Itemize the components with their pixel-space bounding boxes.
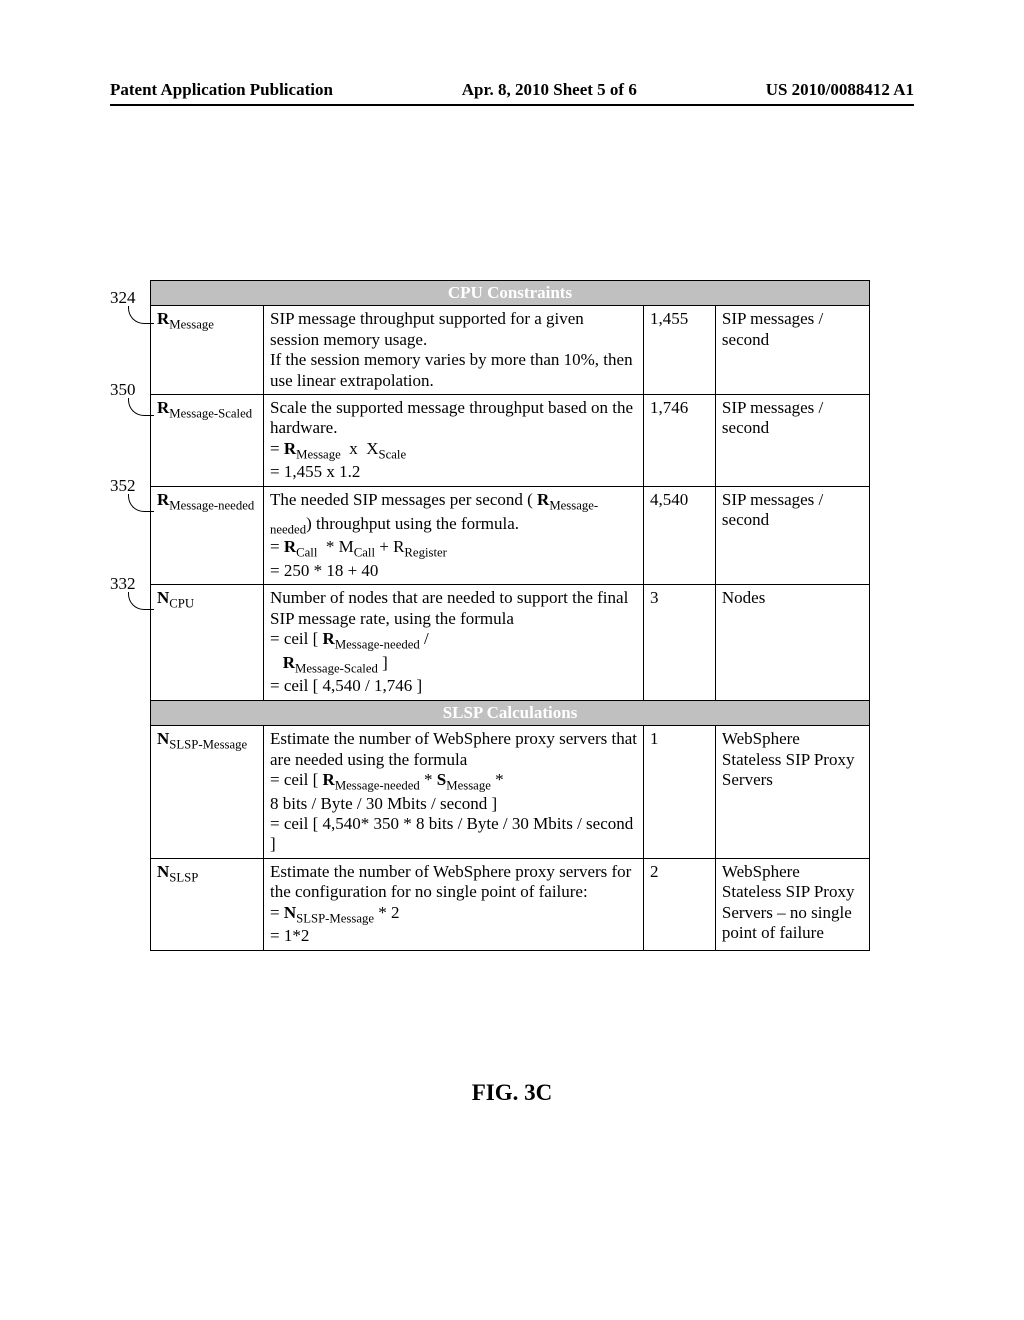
unit-cell: SIP messages / second bbox=[715, 394, 869, 486]
section-title: SLSP Calculations bbox=[151, 700, 870, 725]
reference-arc bbox=[128, 494, 154, 512]
param-cell: NSLSP bbox=[151, 858, 264, 950]
value-cell: 1 bbox=[644, 726, 716, 859]
value-cell: 1,746 bbox=[644, 394, 716, 486]
table-row: RMessage-ScaledScale the supported messa… bbox=[151, 394, 870, 486]
description-cell: Number of nodes that are needed to suppo… bbox=[263, 585, 643, 701]
reference-arc bbox=[128, 398, 154, 416]
reference-arc bbox=[128, 306, 154, 324]
header-publication: Patent Application Publication bbox=[110, 80, 333, 100]
header-rule bbox=[110, 104, 914, 106]
unit-cell: Nodes bbox=[715, 585, 869, 701]
table: CPU ConstraintsRMessageSIP message throu… bbox=[150, 280, 870, 951]
unit-cell: WebSphere Stateless SIP Proxy Servers – … bbox=[715, 858, 869, 950]
table-row: NSLSPEstimate the number of WebSphere pr… bbox=[151, 858, 870, 950]
param-cell: RMessage-Scaled bbox=[151, 394, 264, 486]
section-header: CPU Constraints bbox=[151, 281, 870, 306]
table-row: NSLSP-MessageEstimate the number of WebS… bbox=[151, 726, 870, 859]
figure-caption: FIG. 3C bbox=[0, 1080, 1024, 1106]
param-cell: RMessage bbox=[151, 306, 264, 395]
description-cell: The needed SIP messages per second ( RMe… bbox=[263, 486, 643, 584]
header-pubnum: US 2010/0088412 A1 bbox=[766, 80, 914, 100]
section-title: CPU Constraints bbox=[151, 281, 870, 306]
description-cell: Scale the supported message throughput b… bbox=[263, 394, 643, 486]
description-cell: SIP message throughput supported for a g… bbox=[263, 306, 643, 395]
reference-number: 350 bbox=[110, 380, 136, 400]
unit-cell: SIP messages / second bbox=[715, 306, 869, 395]
section-header: SLSP Calculations bbox=[151, 700, 870, 725]
description-cell: Estimate the number of WebSphere proxy s… bbox=[263, 726, 643, 859]
param-cell: NSLSP-Message bbox=[151, 726, 264, 859]
value-cell: 1,455 bbox=[644, 306, 716, 395]
unit-cell: WebSphere Stateless SIP Proxy Servers bbox=[715, 726, 869, 859]
param-cell: NCPU bbox=[151, 585, 264, 701]
unit-cell: SIP messages / second bbox=[715, 486, 869, 584]
reference-arc bbox=[128, 592, 154, 610]
table-row: RMessage-neededThe needed SIP messages p… bbox=[151, 486, 870, 584]
reference-number: 352 bbox=[110, 476, 136, 496]
constraints-table: CPU ConstraintsRMessageSIP message throu… bbox=[150, 280, 870, 951]
value-cell: 2 bbox=[644, 858, 716, 950]
description-cell: Estimate the number of WebSphere proxy s… bbox=[263, 858, 643, 950]
param-cell: RMessage-needed bbox=[151, 486, 264, 584]
value-cell: 4,540 bbox=[644, 486, 716, 584]
header-date-sheet: Apr. 8, 2010 Sheet 5 of 6 bbox=[462, 80, 637, 100]
reference-number: 324 bbox=[110, 288, 136, 308]
table-row: NCPUNumber of nodes that are needed to s… bbox=[151, 585, 870, 701]
value-cell: 3 bbox=[644, 585, 716, 701]
page-header: Patent Application Publication Apr. 8, 2… bbox=[0, 80, 1024, 100]
table-row: RMessageSIP message throughput supported… bbox=[151, 306, 870, 395]
reference-number: 332 bbox=[110, 574, 136, 594]
